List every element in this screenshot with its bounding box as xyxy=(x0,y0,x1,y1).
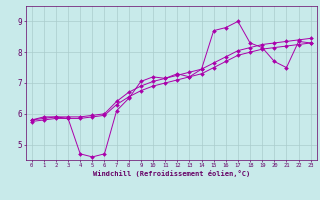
X-axis label: Windchill (Refroidissement éolien,°C): Windchill (Refroidissement éolien,°C) xyxy=(92,170,250,177)
